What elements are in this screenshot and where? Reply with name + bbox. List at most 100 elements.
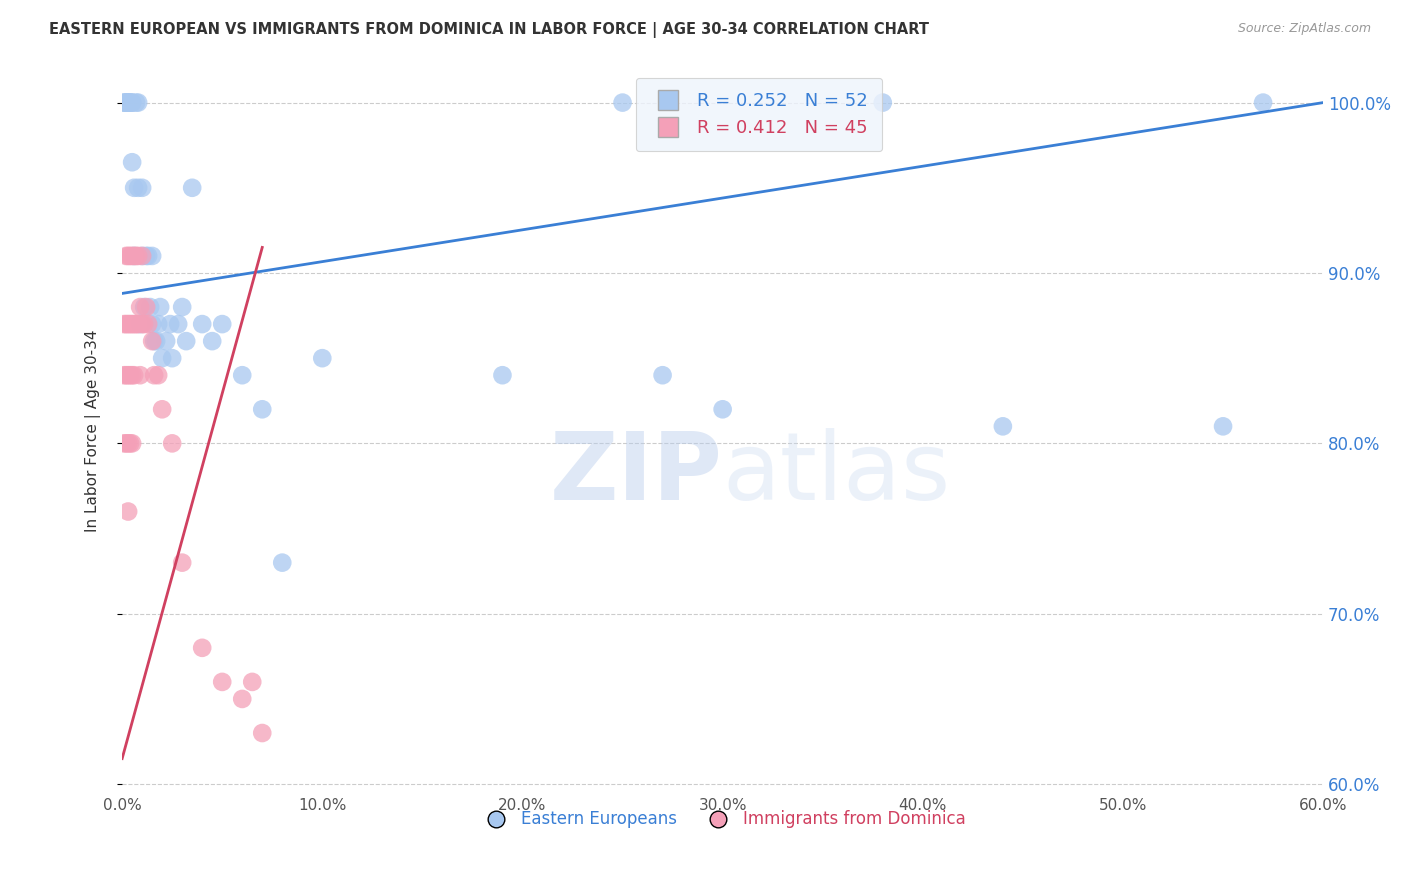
- Point: [121, 436, 143, 450]
- Point: [141, 249, 163, 263]
- Point: [172, 300, 194, 314]
- Point: [167, 317, 190, 331]
- Point: [201, 334, 224, 348]
- Point: [252, 402, 274, 417]
- Point: [129, 317, 152, 331]
- Point: [117, 368, 139, 383]
- Point: [1251, 95, 1274, 110]
- Point: [191, 317, 214, 331]
- Text: ZIP: ZIP: [550, 428, 723, 520]
- Point: [121, 249, 143, 263]
- Point: [146, 368, 169, 383]
- Point: [1212, 419, 1234, 434]
- Point: [112, 368, 135, 383]
- Point: [127, 181, 149, 195]
- Point: [155, 334, 177, 348]
- Point: [143, 368, 166, 383]
- Point: [145, 334, 167, 348]
- Point: [311, 351, 333, 366]
- Point: [131, 249, 153, 263]
- Point: [115, 249, 138, 263]
- Point: [651, 368, 673, 383]
- Point: [172, 556, 194, 570]
- Point: [122, 181, 145, 195]
- Point: [991, 419, 1014, 434]
- Point: [121, 317, 143, 331]
- Point: [127, 317, 149, 331]
- Point: [136, 249, 159, 263]
- Point: [120, 368, 142, 383]
- Point: [150, 351, 173, 366]
- Point: [115, 95, 138, 110]
- Point: [112, 95, 135, 110]
- Point: [122, 368, 145, 383]
- Point: [115, 368, 138, 383]
- Point: [131, 181, 153, 195]
- Point: [115, 317, 138, 331]
- Point: [120, 95, 142, 110]
- Point: [112, 95, 135, 110]
- Point: [122, 317, 145, 331]
- Point: [115, 95, 138, 110]
- Point: [271, 556, 294, 570]
- Point: [150, 402, 173, 417]
- Point: [134, 317, 156, 331]
- Point: [135, 249, 157, 263]
- Point: [127, 249, 149, 263]
- Point: [117, 95, 139, 110]
- Point: [211, 674, 233, 689]
- Point: [711, 402, 734, 417]
- Point: [115, 436, 138, 450]
- Point: [159, 317, 181, 331]
- Point: [160, 351, 183, 366]
- Point: [117, 95, 139, 110]
- Point: [129, 300, 152, 314]
- Point: [121, 95, 143, 110]
- Point: [122, 249, 145, 263]
- Point: [131, 317, 153, 331]
- Text: EASTERN EUROPEAN VS IMMIGRANTS FROM DOMINICA IN LABOR FORCE | AGE 30-34 CORRELAT: EASTERN EUROPEAN VS IMMIGRANTS FROM DOMI…: [49, 22, 929, 38]
- Point: [117, 249, 139, 263]
- Point: [131, 249, 153, 263]
- Point: [141, 334, 163, 348]
- Point: [112, 317, 135, 331]
- Point: [174, 334, 197, 348]
- Legend: Eastern Europeans, Immigrants from Dominica: Eastern Europeans, Immigrants from Domin…: [472, 804, 973, 835]
- Point: [872, 95, 894, 110]
- Point: [160, 436, 183, 450]
- Point: [125, 95, 148, 110]
- Point: [139, 300, 162, 314]
- Point: [136, 317, 159, 331]
- Point: [117, 436, 139, 450]
- Point: [127, 95, 149, 110]
- Point: [121, 95, 143, 110]
- Point: [121, 368, 143, 383]
- Point: [231, 692, 253, 706]
- Point: [129, 368, 152, 383]
- Point: [149, 300, 172, 314]
- Point: [612, 95, 634, 110]
- Point: [117, 317, 139, 331]
- Point: [181, 181, 204, 195]
- Point: [211, 317, 233, 331]
- Point: [231, 368, 253, 383]
- Point: [134, 300, 156, 314]
- Point: [120, 249, 142, 263]
- Point: [252, 726, 274, 740]
- Point: [120, 436, 142, 450]
- Point: [143, 334, 166, 348]
- Point: [491, 368, 513, 383]
- Y-axis label: In Labor Force | Age 30-34: In Labor Force | Age 30-34: [86, 329, 101, 532]
- Point: [240, 674, 263, 689]
- Point: [146, 317, 169, 331]
- Text: Source: ZipAtlas.com: Source: ZipAtlas.com: [1237, 22, 1371, 36]
- Point: [117, 504, 139, 518]
- Point: [120, 317, 142, 331]
- Point: [191, 640, 214, 655]
- Point: [141, 317, 163, 331]
- Point: [135, 300, 157, 314]
- Point: [125, 317, 148, 331]
- Text: atlas: atlas: [723, 428, 950, 520]
- Point: [120, 95, 142, 110]
- Point: [121, 155, 143, 169]
